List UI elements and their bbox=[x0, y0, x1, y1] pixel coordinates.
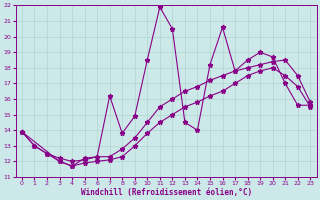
X-axis label: Windchill (Refroidissement éolien,°C): Windchill (Refroidissement éolien,°C) bbox=[81, 188, 252, 197]
